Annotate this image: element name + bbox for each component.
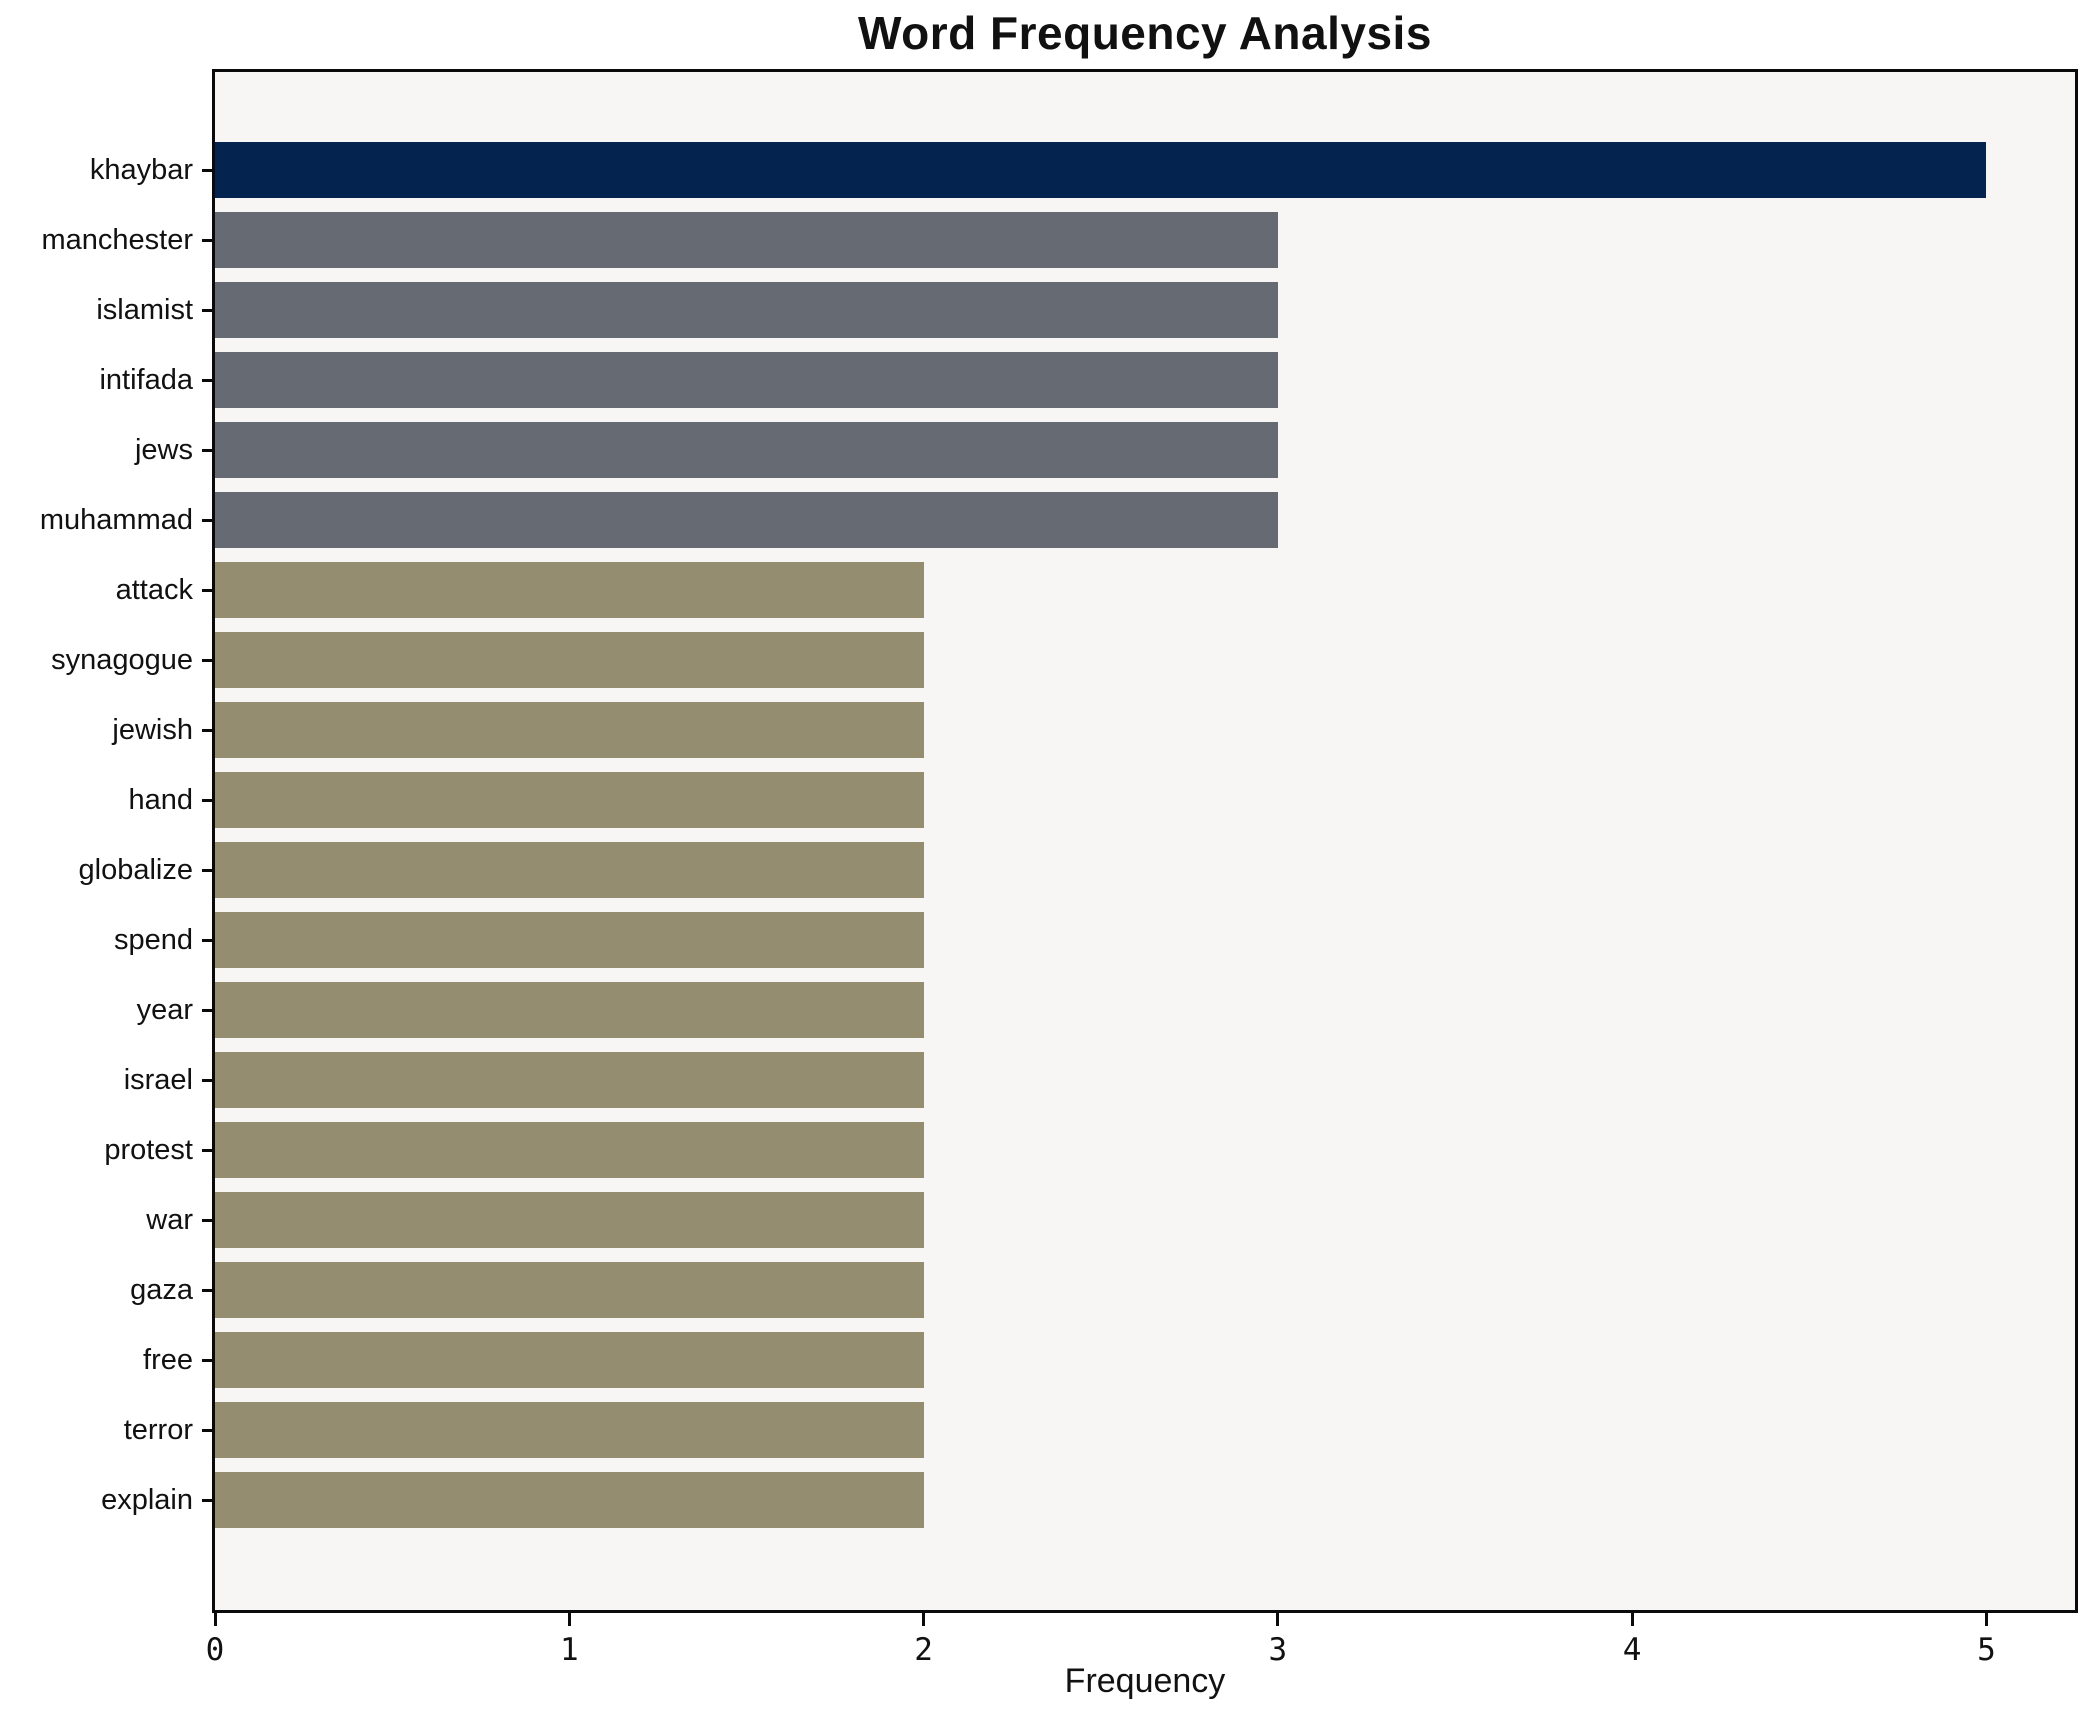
- y-tick-terror: [202, 1428, 212, 1432]
- y-tick-protest: [202, 1148, 212, 1152]
- bar-jews: [215, 422, 1278, 478]
- y-label-protest: protest: [104, 1134, 193, 1166]
- x-tick-2: [922, 1613, 926, 1626]
- y-tick-jews: [202, 448, 212, 452]
- y-label-spend: spend: [113, 924, 193, 956]
- bar-islamist: [215, 282, 1278, 338]
- y-tick-islamist: [202, 308, 212, 312]
- y-label-islamist: islamist: [96, 294, 193, 326]
- y-tick-hand: [202, 798, 212, 802]
- bar-muhammad: [215, 492, 1278, 548]
- y-tick-synagogue: [202, 658, 212, 662]
- bar-israel: [215, 1052, 924, 1108]
- y-label-explain: explain: [101, 1484, 193, 1516]
- x-tick-label-2: 2: [914, 1632, 933, 1668]
- bar-hand: [215, 772, 924, 828]
- bar-year: [215, 982, 924, 1038]
- x-tick-3: [1276, 1613, 1280, 1626]
- y-tick-manchester: [202, 238, 212, 242]
- y-label-attack: attack: [115, 574, 193, 606]
- y-label-terror: terror: [123, 1414, 193, 1446]
- y-tick-year: [202, 1008, 212, 1012]
- y-label-hand: hand: [128, 784, 193, 816]
- y-label-jews: jews: [134, 434, 193, 466]
- chart-title: Word Frequency Analysis: [858, 7, 1432, 59]
- x-tick-label-4: 4: [1622, 1632, 1642, 1668]
- bar-gaza: [215, 1262, 924, 1318]
- y-label-israel: israel: [123, 1064, 193, 1096]
- bar-attack: [215, 562, 924, 618]
- plot-area: khaybar manchester islamist intifada jews muh…: [40, 69, 2078, 1668]
- y-label-intifada: intifada: [99, 364, 193, 396]
- y-tick-jewish: [202, 728, 212, 732]
- x-axis-title: Frequency: [1064, 1662, 1226, 1700]
- bar-war: [215, 1192, 924, 1248]
- y-tick-intifada: [202, 378, 212, 382]
- y-label-muhammad: muhammad: [39, 504, 193, 536]
- y-tick-israel: [202, 1078, 212, 1082]
- x-tick-label-3: 3: [1268, 1632, 1288, 1668]
- bar-globalize: [215, 842, 924, 898]
- y-label-globalize: globalize: [78, 854, 193, 886]
- y-tick-explain: [202, 1498, 212, 1502]
- y-tick-attack: [202, 588, 212, 592]
- y-label-free: free: [143, 1344, 193, 1376]
- bar-manchester: [215, 212, 1278, 268]
- y-tick-gaza: [202, 1288, 212, 1292]
- y-label-year: year: [136, 994, 193, 1026]
- y-tick-free: [202, 1358, 212, 1362]
- x-tick-1: [567, 1613, 571, 1626]
- bar-explain: [215, 1472, 924, 1528]
- y-tick-spend: [202, 938, 212, 942]
- y-label-synagogue: synagogue: [51, 644, 193, 676]
- y-label-jewish: jewish: [112, 714, 193, 746]
- bar-khaybar: [215, 142, 1987, 198]
- y-tick-khaybar: [202, 168, 212, 172]
- bar-protest: [215, 1122, 924, 1178]
- x-tick-label-5: 5: [1977, 1632, 1996, 1668]
- bar-free: [215, 1332, 924, 1388]
- bar-synagogue: [215, 632, 924, 688]
- bar-spend: [215, 912, 924, 968]
- y-label-khaybar: khaybar: [89, 154, 193, 186]
- bar-jewish: [215, 702, 924, 758]
- x-tick-5: [1984, 1613, 1988, 1626]
- y-label-manchester: manchester: [41, 224, 193, 256]
- y-tick-globalize: [202, 868, 212, 872]
- y-label-gaza: gaza: [130, 1274, 193, 1306]
- x-tick-0: [213, 1613, 217, 1626]
- y-label-war: war: [146, 1204, 193, 1236]
- bar-terror: [215, 1402, 924, 1458]
- y-tick-muhammad: [202, 518, 212, 522]
- x-tick-label-1: 1: [559, 1632, 579, 1668]
- x-tick-4: [1630, 1613, 1634, 1626]
- x-tick-label-0: 0: [205, 1632, 225, 1668]
- y-tick-war: [202, 1218, 212, 1222]
- bar-intifada: [215, 352, 1278, 408]
